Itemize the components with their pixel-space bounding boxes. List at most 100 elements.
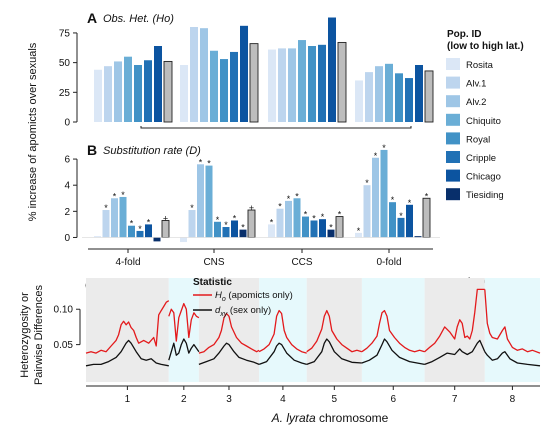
bar-cripple [222, 227, 230, 238]
dxy-profile-line [361, 338, 425, 366]
statistic-subscript: xy [219, 311, 228, 318]
bar-chicago [406, 204, 413, 238]
dxy-profile-line [85, 339, 169, 367]
legend-label: Alv.2 [466, 97, 486, 108]
chromosome-tick-label: 6 [390, 394, 396, 405]
bar-chiquito [124, 56, 132, 122]
significance-mark: * [270, 217, 274, 227]
bar-across-populations [163, 60, 173, 123]
significance-mark: * [138, 224, 142, 234]
ho-profile-line [85, 300, 170, 354]
bar-alv-1 [188, 210, 196, 238]
legend-label: Royal [466, 134, 490, 145]
shared-axis-layer: % increase of apomicts over sexuals [27, 42, 39, 221]
significance-mark: * [304, 210, 308, 220]
bar-royal [389, 202, 396, 238]
y-tick-label: 4 [64, 181, 70, 192]
bar-royal [128, 225, 135, 238]
significance-mark: * [224, 220, 228, 230]
significance-mark: * [408, 198, 412, 208]
bar-cripple [397, 217, 405, 238]
significance-mark: * [199, 157, 203, 167]
bar-chiquito [298, 40, 306, 122]
x-tick-label: CNS [203, 257, 224, 268]
statistic-legend-label: dxy (sex only) [215, 305, 271, 318]
chromosome-band-4 [259, 278, 307, 382]
bar-chicago [145, 224, 152, 238]
bar-across-populations [337, 41, 347, 123]
y-tick-label: 2 [64, 207, 70, 218]
significance-mark: + [249, 203, 254, 213]
panel-b-title: Substitution rate (D) [103, 145, 201, 157]
panel-a-group-bracket [140, 126, 412, 129]
shared-y-axis-label: % increase of apomicts over sexuals [27, 42, 39, 221]
bar-royal [395, 73, 403, 122]
bar-across-populations [249, 43, 259, 123]
bar-cripple [230, 51, 238, 122]
bar-alv-2 [285, 200, 292, 238]
bar-chicago [415, 65, 423, 122]
panel-a-letter: A [87, 10, 97, 26]
bar-rosita [268, 49, 276, 122]
panel-c-x-axis-label: A. lyrata chromosome [271, 411, 389, 425]
bar-rosita [94, 236, 101, 238]
bar-tiesiding [414, 236, 422, 238]
statistic-subscript: o [222, 296, 226, 303]
bar-rosita [355, 232, 362, 238]
chromosome-band-2 [168, 278, 199, 382]
ho-profile-line [484, 289, 541, 354]
dxy-profile-line [258, 342, 307, 366]
bar-across-populations [247, 209, 256, 238]
legend-label: Rosita [466, 60, 494, 71]
significance-mark: * [216, 215, 220, 225]
significance-mark: * [321, 212, 325, 222]
panel-c-y-label-line2: Pairwise Differences [33, 284, 45, 385]
dxy-profile-line [306, 338, 362, 366]
significance-mark: * [295, 191, 299, 201]
significance-mark: * [233, 213, 237, 223]
statistic-description: (apomicts only) [226, 290, 293, 301]
panel-b-letter: B [87, 142, 97, 158]
bar-royal [220, 59, 228, 122]
bar-across-populations [335, 216, 344, 238]
bar-chiquito [385, 63, 393, 122]
legend-label: Cripple [466, 153, 496, 164]
bar-cripple [405, 78, 413, 122]
significance-mark: * [147, 217, 151, 227]
legend-label: Tiesiding [466, 190, 504, 201]
y-tick-label: 0 [64, 118, 70, 129]
bar-tiesiding [239, 229, 247, 238]
significance-mark: * [113, 191, 117, 201]
bar-chiquito [380, 149, 388, 238]
ho-profile-line [198, 312, 260, 354]
legend-title-line2: (low to high lat.) [447, 41, 524, 52]
bar-rosita [268, 224, 275, 238]
bar-royal [134, 65, 142, 122]
chromosome-band-8 [484, 278, 540, 382]
x-tick-label: 0-fold [376, 257, 401, 268]
bar-cripple [318, 44, 326, 122]
chromosome-tick-label: 1 [125, 394, 131, 405]
legend-swatch-alv-1 [446, 76, 460, 89]
chromosome-tick-label: 2 [181, 394, 187, 405]
chromosome-tick-label: 5 [332, 394, 338, 405]
legend-label: Alv.1 [466, 79, 486, 90]
legend-title-line1: Pop. ID [447, 29, 481, 40]
panel-a-title: Obs. Het. (Ho) [103, 13, 174, 25]
y-tick-label: 50 [59, 58, 71, 69]
y-tick-label: 75 [59, 28, 71, 39]
panel-a-ho-bars: A Obs. Het. (Ho) 0 25 50 75 [59, 10, 434, 129]
bar-across-populations [424, 70, 434, 123]
x-tick-label: CCS [291, 257, 312, 268]
bar-alv-1 [190, 27, 198, 122]
bar-chicago [328, 17, 336, 122]
bar-cripple [144, 60, 152, 122]
legend-swatch-rosita [446, 58, 460, 70]
legend-swatch-tiesiding [446, 188, 460, 201]
x-tick-label: 4-fold [115, 257, 140, 268]
bar-royal [302, 216, 309, 238]
ho-profile-line [168, 302, 200, 342]
bar-tiesiding [327, 229, 335, 238]
